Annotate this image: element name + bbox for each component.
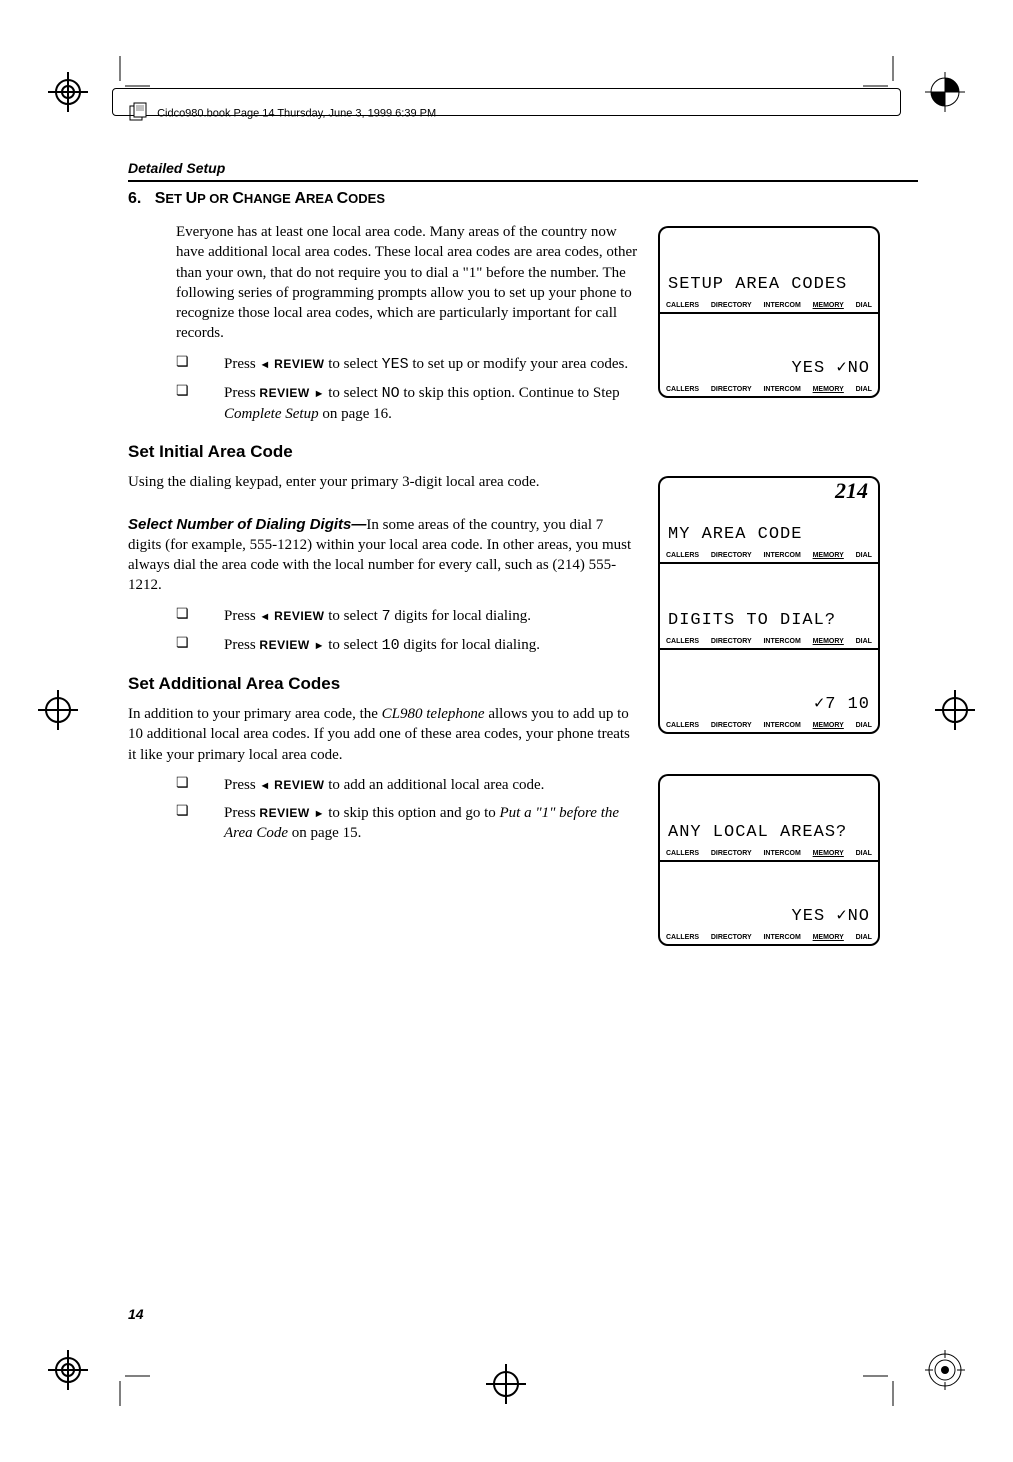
crop-br <box>863 1346 923 1406</box>
heading-6: 6. SET UP OR CHANGE AREA CODES <box>128 190 638 208</box>
bullet-1-1: Press ◄ REVIEW to select YES to set up o… <box>176 354 638 375</box>
lcd-3a: ANY LOCAL AREAS? CALLERSDIRECTORYINTERCO… <box>658 774 880 860</box>
crop-bl <box>90 1346 150 1406</box>
lcd-1b: YES ✓NO CALLERSDIRECTORYINTERCOMMEMORYDI… <box>658 312 880 398</box>
bullet-3-1: Press ◄ REVIEW to add an additional loca… <box>176 775 638 795</box>
para-2: Using the dialing keypad, enter your pri… <box>128 472 638 492</box>
lcd-group-1: SETUP AREA CODES CALLERSDIRECTORYINTERCO… <box>658 226 888 398</box>
bullet-2-1: Press ◄ REVIEW to select 7 digits for lo… <box>176 606 638 627</box>
bullets-1: Press ◄ REVIEW to select YES to set up o… <box>176 354 638 425</box>
bullet-3-2: Press REVIEW ► to skip this option and g… <box>176 803 638 844</box>
crosshair-bottom <box>486 1364 526 1404</box>
lcd-2c: ✓7 10 CALLERSDIRECTORYINTERCOMMEMORYDIAL <box>658 648 880 734</box>
header-text: Cidco980.book Page 14 Thursday, June 3, … <box>157 107 436 119</box>
subhead-2: Set Additional Area Codes <box>128 674 638 694</box>
bullets-3: Press ◄ REVIEW to add an additional loca… <box>176 775 638 844</box>
lcd-group-3: ANY LOCAL AREAS? CALLERSDIRECTORYINTERCO… <box>658 774 888 946</box>
crosshair-left <box>38 690 78 730</box>
bullets-2: Press ◄ REVIEW to select 7 digits for lo… <box>176 606 638 657</box>
page-number: 14 <box>128 1306 144 1322</box>
para-1: Everyone has at least one local area cod… <box>176 222 638 344</box>
bullet-2-2: Press REVIEW ► to select 10 digits for l… <box>176 635 638 656</box>
reg-mark-tr <box>925 72 965 112</box>
reg-mark-bl <box>48 1350 88 1390</box>
para-4: In addition to your primary area code, t… <box>128 704 638 765</box>
reg-mark-tl <box>48 72 88 112</box>
section-header: Detailed Setup <box>128 160 225 176</box>
lcd-labels: CALLERSDIRECTORYINTERCOMMEMORYDIAL <box>666 302 872 309</box>
reg-mark-br <box>925 1350 965 1390</box>
lcd-3b: YES ✓NO CALLERSDIRECTORYINTERCOMMEMORYDI… <box>658 860 880 946</box>
crosshair-right <box>935 690 975 730</box>
section-rule <box>128 180 918 182</box>
para-3: Select Number of Dialing Digits—In some … <box>128 515 638 596</box>
lcd-2b: DIGITS TO DIAL? CALLERSDIRECTORYINTERCOM… <box>658 562 880 648</box>
subhead-1: Set Initial Area Code <box>128 442 638 462</box>
lcd-1a: SETUP AREA CODES CALLERSDIRECTORYINTERCO… <box>658 226 880 312</box>
lcd-group-2: 214 MY AREA CODE CALLERSDIRECTORYINTERCO… <box>658 476 888 734</box>
header-line: Cidco980.book Page 14 Thursday, June 3, … <box>128 102 885 125</box>
bullet-1-2: Press REVIEW ► to select NO to skip this… <box>176 383 638 425</box>
lcd-2a: 214 MY AREA CODE CALLERSDIRECTORYINTERCO… <box>658 476 880 562</box>
